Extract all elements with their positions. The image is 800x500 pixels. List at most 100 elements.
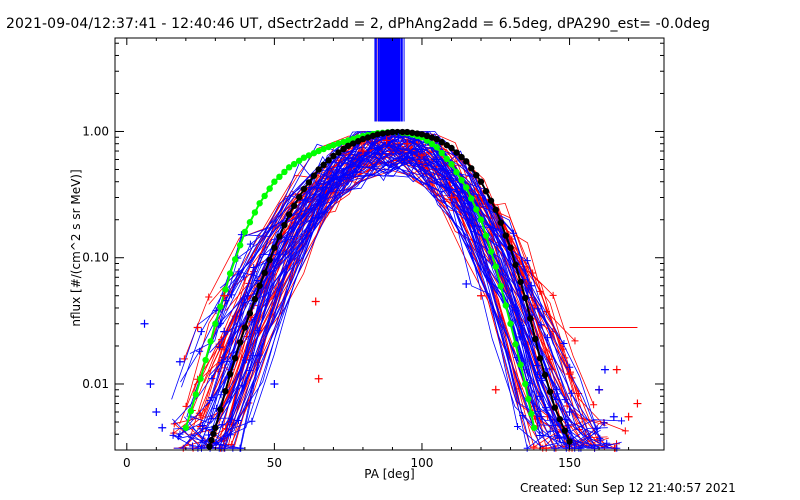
- plus-marker: [575, 444, 583, 452]
- spike-band: [379, 38, 400, 122]
- green-fit-point: [477, 216, 485, 223]
- plus-marker: [358, 147, 367, 156]
- black-fit-point: [507, 244, 514, 251]
- black-fit-point: [310, 172, 318, 179]
- plus-marker: [403, 139, 412, 148]
- plus-marker: [152, 407, 161, 416]
- green-fit-point: [222, 286, 229, 293]
- green-fit-point: [438, 149, 445, 157]
- plus-marker: [215, 444, 223, 452]
- green-fit-point: [507, 320, 514, 327]
- green-fit-point: [315, 147, 322, 155]
- green-fit-point: [231, 256, 239, 263]
- green-fit-point: [497, 282, 504, 290]
- plus-marker: [534, 305, 542, 313]
- blue-trace: [209, 141, 605, 449]
- green-fit-point: [423, 137, 431, 144]
- green-fit-point: [197, 375, 204, 382]
- plus-marker: [198, 438, 206, 446]
- plus-marker: [217, 391, 225, 399]
- plus-marker: [175, 357, 184, 366]
- y-axis: 0.01 0.10 1.00: [82, 42, 664, 451]
- plus-marker: [382, 136, 391, 145]
- plus-marker: [546, 427, 554, 435]
- plus-marker: [590, 401, 598, 409]
- green-fit-point: [530, 424, 538, 431]
- green-fit-point: [528, 410, 535, 417]
- green-fit-point: [212, 320, 219, 327]
- green-fit-point: [246, 219, 254, 226]
- plus-marker: [565, 407, 574, 416]
- black-fit-point: [453, 149, 460, 156]
- plus-marker: [523, 257, 531, 265]
- black-fit-point: [448, 144, 455, 152]
- plus-marker: [624, 412, 633, 421]
- plus-marker: [523, 444, 531, 452]
- red-trace: [197, 153, 615, 449]
- green-fit-point: [512, 341, 519, 348]
- green-fit-point: [453, 168, 460, 176]
- black-fit-point: [300, 185, 308, 193]
- black-fit-point: [246, 310, 254, 317]
- plus-marker: [270, 379, 279, 388]
- black-fit-point: [423, 132, 431, 140]
- plus-marker: [169, 431, 177, 439]
- plus-marker: [536, 392, 545, 401]
- black-fit-point: [206, 443, 213, 450]
- black-fit-point: [335, 149, 342, 156]
- green-fit-point: [305, 152, 313, 159]
- plus-marker: [571, 337, 579, 345]
- black-fit-point: [374, 131, 381, 138]
- plus-marker: [229, 444, 237, 452]
- plus-marker: [196, 347, 204, 355]
- black-fit-point: [458, 153, 465, 161]
- green-fit-point: [330, 141, 337, 149]
- green-fit-point: [290, 160, 298, 168]
- black-fit-point: [502, 232, 509, 239]
- plus-marker: [527, 281, 536, 290]
- black-fit-point: [527, 315, 534, 322]
- plus-marker: [562, 415, 570, 423]
- x-tick-label: 0: [123, 456, 131, 470]
- plus-marker: [220, 327, 229, 336]
- plus-marker: [566, 363, 574, 371]
- green-fit-point: [266, 185, 273, 192]
- black-fit-point: [241, 324, 249, 331]
- green-fit-point: [335, 140, 342, 147]
- blue-trace: [208, 132, 612, 449]
- green-fit-point: [443, 155, 450, 163]
- black-fit-point: [482, 188, 490, 195]
- plus-marker: [530, 443, 538, 451]
- blue-trace: [219, 133, 529, 348]
- plus-marker: [208, 375, 216, 383]
- plus-marker: [176, 430, 184, 438]
- plus-marker: [560, 433, 568, 441]
- blue-trace: [226, 133, 585, 449]
- y-axis-label: nflux [#/(cm^2 s sr MeV)]: [69, 169, 83, 326]
- black-fit-point: [497, 219, 504, 226]
- black-fit-point: [389, 128, 396, 136]
- plus-marker: [543, 334, 551, 342]
- green-fit-point: [276, 173, 283, 181]
- plus-marker: [600, 365, 609, 374]
- plus-marker: [329, 171, 338, 180]
- plus-marker: [246, 240, 254, 248]
- green-fit-point: [285, 164, 293, 171]
- green-fit-point: [202, 356, 209, 364]
- plus-marker: [597, 436, 605, 444]
- plus-marker: [146, 379, 155, 388]
- green-fit-point: [207, 338, 214, 345]
- green-fit-point: [522, 380, 529, 388]
- green-fit-point: [492, 263, 499, 270]
- plus-marker: [226, 431, 234, 439]
- green-fit-point: [251, 209, 259, 216]
- y-tick-label: 0.01: [82, 377, 109, 391]
- green-fit-point: [473, 206, 480, 213]
- black-fit-point: [325, 157, 332, 164]
- plus-marker: [314, 374, 323, 383]
- plus-marker: [568, 389, 576, 397]
- plus-marker: [621, 427, 629, 435]
- green-fit-point: [256, 200, 263, 207]
- plus-marker: [220, 291, 229, 300]
- black-fit-point: [443, 141, 450, 149]
